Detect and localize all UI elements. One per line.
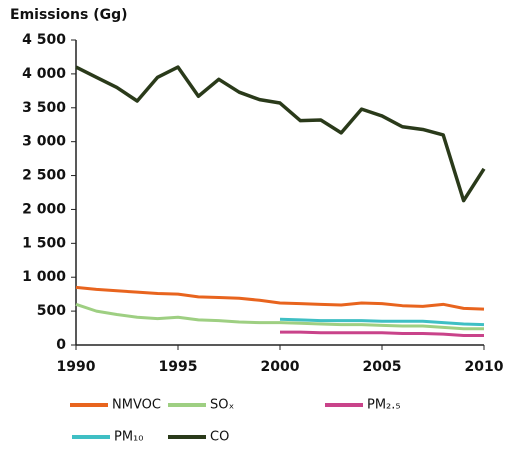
y-tick-label: 2 000 [22,201,66,217]
y-tick-label: 3 500 [22,100,66,116]
x-tick-label: 2000 [261,359,300,375]
y-axis-title: Emissions (Gg) [10,7,128,23]
legend-label: SOₓ [210,398,234,413]
y-tick-label: 1 500 [22,235,66,251]
series-line [280,330,484,338]
y-tick-label: 3 000 [22,134,66,150]
series-line [75,302,484,331]
series-line [75,65,486,203]
x-tick-label: 1990 [57,359,96,375]
legend-label: PM₁₀ [114,430,143,445]
y-tick-label: 2 500 [22,168,66,184]
legend-label: CO [210,430,229,445]
legend-label: NMVOC [112,398,161,413]
y-tick-label: 4 000 [22,66,66,82]
y-tick-label: 1 000 [22,269,66,285]
x-tick-label: 2010 [465,359,504,375]
y-tick-label: 4 500 [22,32,66,48]
series-line [279,317,485,327]
legend-label: PM₂.₅ [367,398,401,413]
y-tick-label: 500 [37,303,66,319]
y-tick-label: 0 [56,337,66,353]
series-line [75,285,485,311]
x-tick-label: 1995 [159,359,198,375]
x-tick-label: 2005 [363,359,402,375]
